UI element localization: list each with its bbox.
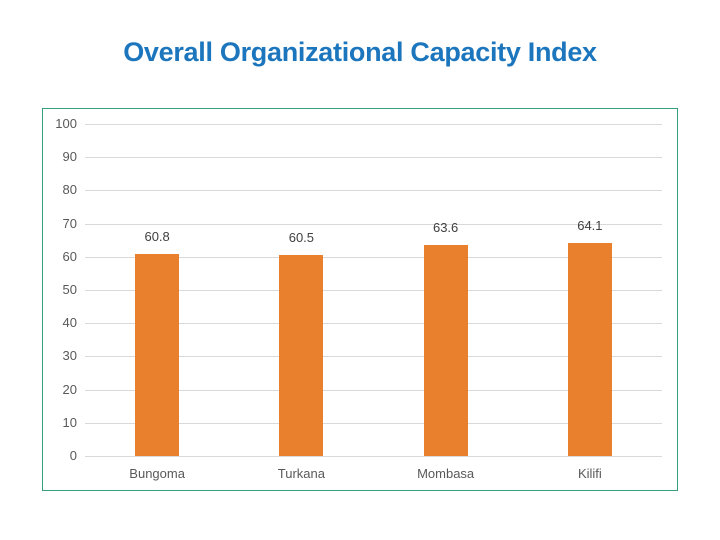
y-axis-tick-label: 50 (62, 282, 77, 297)
gridline (85, 157, 662, 159)
bars-layer (43, 109, 677, 490)
y-axis-tick-label: 100 (55, 116, 77, 131)
value-labels-layer: 60.8 60.5 63.6 64.1 (43, 109, 677, 490)
bar-value-label: 63.6 (432, 219, 459, 235)
bar-chart: 0 10 20 30 40 50 60 70 80 90 100 60.8 60.5 63.6 64.1 … (43, 109, 677, 490)
y-axis-labels-layer: 0 10 20 30 40 50 60 70 80 90 100 (43, 109, 677, 490)
category-label: Turkana (277, 466, 325, 481)
bar-value-label: 60.5 (288, 230, 315, 246)
bar-kilifi (567, 243, 612, 456)
category-label: Kilifi (577, 466, 602, 481)
bar-value-label: 60.8 (144, 229, 170, 245)
y-axis-tick-label: 60 (62, 248, 77, 264)
gridline (85, 190, 662, 192)
chart-frame: 0 10 20 30 40 50 60 70 80 90 100 60.8 60.5 63.6 64.1 … (42, 108, 678, 491)
y-axis-tick-label: 30 (62, 348, 77, 364)
gridline (85, 290, 662, 291)
category-label: Bungoma (129, 466, 185, 481)
gridline (85, 422, 662, 424)
gridline (85, 256, 662, 258)
gridline (85, 323, 662, 325)
gridlines-layer (43, 109, 677, 490)
bar-turkana (279, 255, 324, 456)
gridline (85, 223, 662, 225)
gridline (85, 389, 662, 391)
gridline (85, 456, 662, 457)
gridline (85, 124, 662, 125)
y-axis-tick-label: 80 (62, 182, 77, 198)
bar-value-label: 64.1 (577, 218, 603, 234)
y-axis-tick-label: 40 (62, 315, 77, 331)
y-axis-tick-label: 90 (62, 149, 77, 165)
y-axis-tick-label: 70 (62, 215, 77, 231)
x-axis-labels-layer: Bungoma Turkana Mombasa Kilifi (43, 109, 677, 490)
bar-mombasa (423, 244, 468, 456)
category-label: Mombasa (417, 466, 475, 481)
bar-bungoma (135, 254, 180, 456)
page-title: Overall Organizational Capacity Index (123, 37, 597, 67)
y-axis-tick-label: 0 (69, 448, 77, 463)
y-axis-tick-label: 10 (62, 414, 77, 430)
y-axis-tick-label: 20 (62, 381, 77, 397)
gridline (85, 356, 662, 358)
